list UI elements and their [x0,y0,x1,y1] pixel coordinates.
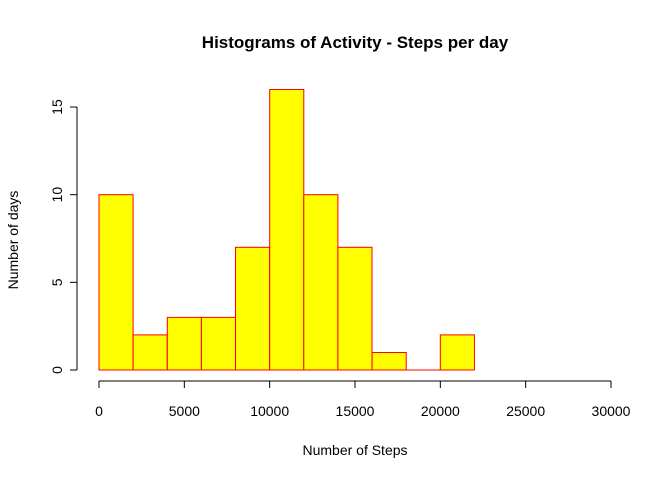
histogram-bar [439,334,475,371]
y-axis: 0 5 10 15 [49,99,78,374]
x-tick-label: 20000 [421,403,460,419]
histogram-bar [371,352,407,371]
x-tick-label: 10000 [250,403,289,419]
bars-group [98,89,475,371]
x-axis: 0 5000 10000 15000 20000 25000 30000 [95,380,631,419]
x-tick-label: 5000 [169,403,200,419]
histogram-bar [98,194,134,371]
y-tick-label: 10 [49,187,65,203]
x-tick-label: 25000 [506,403,545,419]
y-tick-label: 5 [49,278,65,286]
histogram-bar [235,246,271,371]
histogram-bar [269,89,305,371]
x-axis-label: Number of Steps [302,442,407,458]
histogram-bar [303,194,339,371]
chart-title: Histograms of Activity - Steps per day [202,33,509,52]
y-tick-label: 0 [49,366,65,374]
x-tick-label: 15000 [336,403,375,419]
y-tick-label: 15 [49,99,65,115]
x-tick-label: 0 [95,403,103,419]
histogram-bar [337,246,373,371]
histogram-bar [200,316,236,371]
histogram-bar [166,316,202,371]
histogram-bar [132,334,168,371]
x-tick-label: 30000 [592,403,631,419]
y-axis-label: Number of days [5,191,21,290]
